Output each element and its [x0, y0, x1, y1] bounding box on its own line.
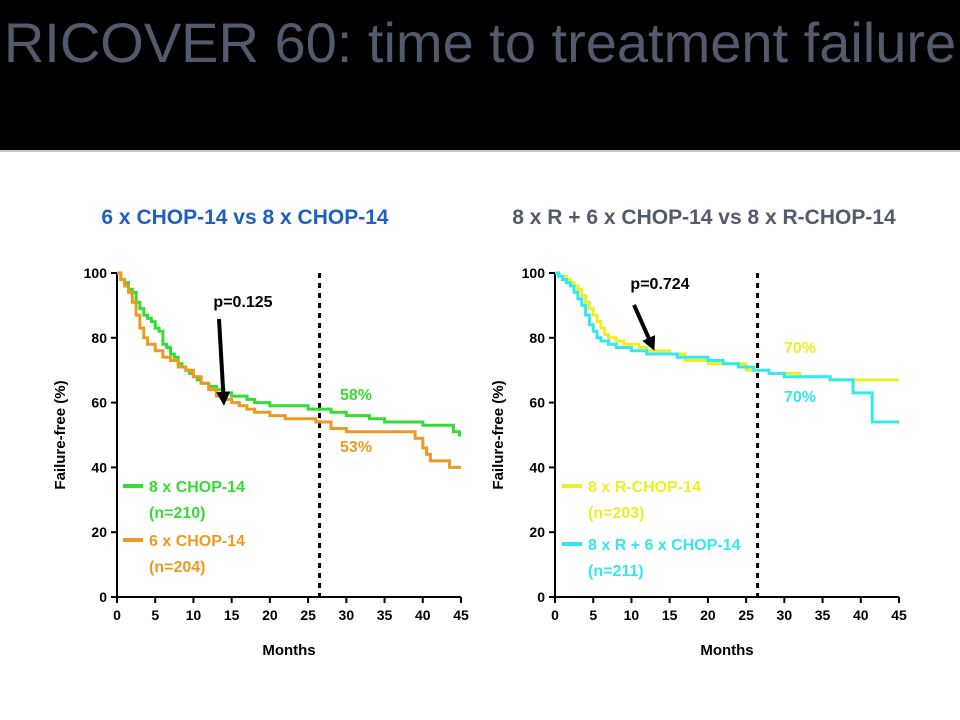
y-tick-label: 0: [537, 589, 545, 605]
y-axis-label: Failure-free (%): [52, 380, 69, 489]
x-tick-label: 25: [738, 607, 754, 623]
y-axis-label: Failure-free (%): [490, 380, 507, 489]
p-value-label: p=0.724: [630, 276, 689, 293]
x-tick-label: 10: [624, 607, 640, 623]
x-tick-label: 30: [777, 607, 793, 623]
x-tick-label: 25: [300, 607, 316, 623]
series-line: [117, 271, 461, 469]
survival-percent-label: 70%: [784, 340, 816, 357]
y-tick-label: 0: [99, 589, 107, 605]
legend-label: (n=211): [588, 563, 644, 580]
x-tick-label: 45: [453, 607, 469, 623]
y-tick-label: 100: [84, 265, 108, 281]
chart-subtitle: 8 x R + 6 x CHOP-14 vs 8 x R-CHOP-14: [512, 206, 896, 229]
y-tick-label: 40: [91, 459, 107, 475]
x-axis-label: Months: [262, 642, 315, 659]
y-tick-label: 100: [522, 265, 546, 281]
slide-title: RICOVER 60: time to treatment failure: [3, 11, 957, 74]
x-tick-label: 35: [815, 607, 831, 623]
y-tick-label: 80: [91, 330, 107, 346]
slide-body: 6 x CHOP-14 vs 8 x CHOP-14 0 20 40 60 80 100 0 5…: [0, 152, 960, 720]
y-tick-label: 60: [529, 395, 545, 411]
x-tick-label: 0: [551, 607, 559, 623]
legend-label: (n=203): [588, 505, 644, 522]
x-tick-label: 35: [377, 607, 393, 623]
x-axis-label: Months: [700, 642, 753, 659]
y-tick-label: 60: [91, 395, 107, 411]
legend-label: 8 x CHOP-14: [149, 479, 245, 496]
legend-label: 8 x R-CHOP-14: [588, 479, 701, 496]
survival-percent-label: 58%: [340, 387, 372, 404]
legend-label: 6 x CHOP-14: [149, 533, 245, 550]
survival-percent-label: 53%: [340, 439, 372, 456]
y-tick-label: 40: [529, 459, 545, 475]
chart-subtitle: 6 x CHOP-14 vs 8 x CHOP-14: [101, 206, 388, 229]
p-value-arrow-head: [216, 391, 231, 406]
legend-label: 8 x R + 6 x CHOP-14: [588, 537, 741, 554]
y-tick-label: 20: [91, 524, 107, 540]
x-tick-label: 40: [853, 607, 869, 623]
legend-label: (n=204): [149, 559, 205, 576]
legend-label: (n=210): [149, 505, 205, 522]
x-tick-label: 15: [224, 607, 240, 623]
y-tick-label: 20: [529, 524, 545, 540]
x-tick-label: 5: [151, 607, 159, 623]
x-tick-label: 5: [589, 607, 597, 623]
x-tick-label: 45: [891, 607, 907, 623]
series-line: [555, 271, 899, 424]
x-tick-label: 0: [113, 607, 121, 623]
p-value-arrow-head: [642, 335, 656, 351]
title-bar: RICOVER 60: time to treatment failure: [0, 0, 960, 150]
p-value-arrow-shaft: [217, 318, 226, 395]
survival-percent-label: 70%: [784, 389, 816, 406]
x-tick-label: 15: [662, 607, 678, 623]
x-tick-label: 30: [339, 607, 355, 623]
x-tick-label: 20: [262, 607, 278, 623]
p-value-label: p=0.125: [213, 294, 272, 311]
y-tick-label: 80: [529, 330, 545, 346]
x-tick-label: 40: [415, 607, 431, 623]
x-tick-label: 20: [700, 607, 716, 623]
x-tick-label: 10: [186, 607, 202, 623]
p-value-arrow-shaft: [632, 304, 652, 342]
series-line: [117, 271, 461, 437]
title-divider: [0, 150, 960, 152]
